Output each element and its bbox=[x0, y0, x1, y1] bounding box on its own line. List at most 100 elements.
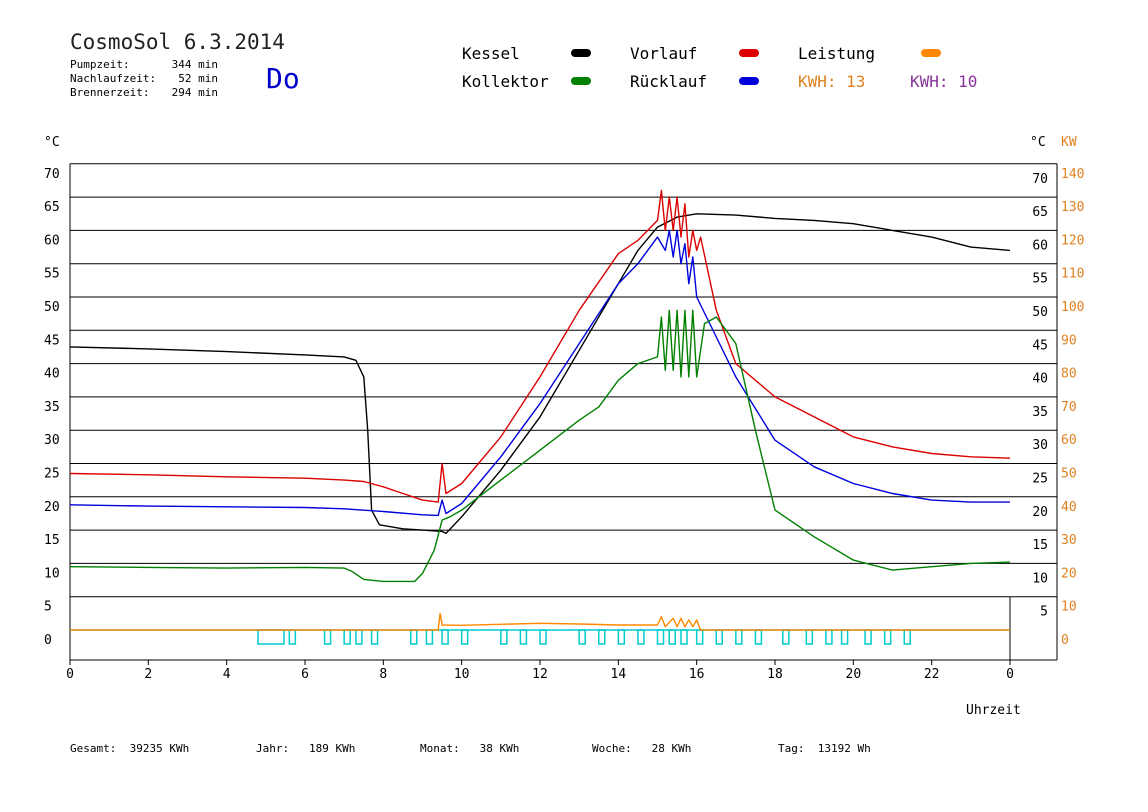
legend-vorlauf-swatch bbox=[739, 49, 759, 57]
x-tick-5: 10 bbox=[454, 667, 470, 682]
kw-tick-110: 110 bbox=[1061, 267, 1084, 282]
legend-kollektor-label: Kollektor bbox=[462, 72, 549, 91]
x-tick-9: 18 bbox=[767, 667, 783, 682]
series-kollektor bbox=[69, 309, 1011, 583]
pump-marker-9 bbox=[460, 629, 469, 645]
pump-marker-19 bbox=[680, 629, 688, 645]
x-axis-label: Uhrzeit bbox=[966, 703, 1021, 718]
y-tick-right-15: 15 bbox=[1032, 538, 1048, 553]
pump-marker-18 bbox=[668, 629, 676, 645]
series-kessel bbox=[69, 213, 1011, 535]
y-tick-left-15: 15 bbox=[44, 533, 60, 548]
y-tick-left-5: 5 bbox=[44, 600, 52, 615]
kw-tick-30: 30 bbox=[1061, 533, 1077, 548]
y-tick-right-40: 40 bbox=[1032, 372, 1048, 387]
pump-marker-17 bbox=[656, 629, 665, 645]
pump-marker-10 bbox=[500, 629, 508, 645]
kw-tick-130: 130 bbox=[1061, 200, 1084, 215]
y-tick-right-5: 5 bbox=[1040, 605, 1048, 620]
x-tick-6: 12 bbox=[532, 667, 548, 682]
y-tick-right-55: 55 bbox=[1032, 272, 1048, 287]
pump-marker-23 bbox=[754, 629, 763, 645]
pump-marker-26 bbox=[825, 629, 833, 645]
y-tick-left-0: 0 bbox=[44, 633, 52, 648]
pump-marker-4 bbox=[355, 629, 363, 645]
x-tick-2: 4 bbox=[223, 667, 231, 682]
y-tick-left-10: 10 bbox=[44, 566, 60, 581]
x-tick-12: 0 bbox=[1006, 667, 1014, 682]
x-tick-10: 20 bbox=[846, 667, 862, 682]
pump-marker-6 bbox=[410, 629, 418, 645]
footer-tag: Tag: 13192 Wh bbox=[778, 742, 871, 755]
legend-kessel-label: Kessel bbox=[462, 44, 520, 63]
series-leistung bbox=[70, 612, 1010, 631]
kw-tick-40: 40 bbox=[1061, 500, 1077, 515]
x-tick-11: 22 bbox=[924, 667, 940, 682]
pump-marker-22 bbox=[735, 629, 743, 645]
footer-gesamt: Gesamt: 39235 KWh bbox=[70, 742, 190, 755]
pump-marker-28 bbox=[864, 629, 872, 645]
y-tick-left-35: 35 bbox=[44, 400, 60, 415]
chart-title: CosmoSol 6.3.2014 bbox=[70, 30, 285, 54]
pump-marker-16 bbox=[637, 629, 645, 645]
footer-jahr: Jahr: 189 KWh bbox=[256, 742, 356, 755]
pump-marker-21 bbox=[715, 629, 723, 645]
y-tick-right-60: 60 bbox=[1032, 238, 1048, 253]
kw-tick-120: 120 bbox=[1061, 233, 1084, 248]
stat-nachlaufzeit-label: Nachlaufzeit: bbox=[70, 72, 157, 85]
legend-vorlauf-label: Vorlauf bbox=[630, 44, 698, 63]
pump-marker-15 bbox=[617, 629, 626, 645]
kw-tick-90: 90 bbox=[1061, 333, 1077, 348]
x-tick-4: 8 bbox=[379, 667, 387, 682]
y-tick-right-10: 10 bbox=[1032, 571, 1048, 586]
pump-marker-27 bbox=[840, 629, 849, 645]
y-tick-left-70: 70 bbox=[44, 167, 60, 182]
x-tick-0: 0 bbox=[66, 667, 74, 682]
y-unit-right: °C bbox=[1030, 135, 1046, 150]
pump-marker-11 bbox=[519, 629, 528, 645]
kw-unit-label: KW bbox=[1061, 135, 1077, 150]
y-tick-right-35: 35 bbox=[1032, 405, 1048, 420]
kw-tick-80: 80 bbox=[1061, 367, 1077, 382]
kw-tick-70: 70 bbox=[1061, 400, 1077, 415]
kw-tick-10: 10 bbox=[1061, 600, 1077, 615]
kw-tick-0: 0 bbox=[1061, 633, 1069, 648]
x-tick-1: 2 bbox=[144, 667, 152, 682]
kw-tick-100: 100 bbox=[1061, 300, 1084, 315]
stat-pumpzeit-label: Pumpzeit: bbox=[70, 58, 130, 71]
y-unit-left: °C bbox=[44, 135, 60, 150]
pump-marker-1 bbox=[288, 629, 297, 645]
legend-kollektor-swatch bbox=[571, 77, 591, 85]
footer-woche: Woche: 28 KWh bbox=[592, 742, 692, 755]
legend-kwh-1: KWH: 13 bbox=[798, 72, 866, 91]
legend-kessel-swatch bbox=[571, 49, 591, 57]
pump-marker-12 bbox=[539, 629, 547, 645]
kw-tick-50: 50 bbox=[1061, 467, 1077, 482]
y-tick-right-65: 65 bbox=[1032, 205, 1048, 220]
y-tick-left-60: 60 bbox=[44, 233, 60, 248]
y-tick-left-30: 30 bbox=[44, 433, 60, 448]
legend-ruecklauf-swatch bbox=[739, 77, 759, 85]
stat-pumpzeit-value: 344 min bbox=[171, 58, 218, 71]
kw-tick-20: 20 bbox=[1061, 566, 1077, 581]
pump-marker-24 bbox=[782, 629, 790, 645]
pump-marker-2 bbox=[323, 629, 332, 645]
pump-marker-20 bbox=[695, 629, 704, 645]
y-tick-left-25: 25 bbox=[44, 467, 60, 482]
y-tick-right-50: 50 bbox=[1032, 305, 1048, 320]
y-tick-left-50: 50 bbox=[44, 300, 60, 315]
weekday-label: Do bbox=[266, 62, 300, 95]
series-rcklauf bbox=[69, 229, 1010, 517]
kw-tick-60: 60 bbox=[1061, 433, 1077, 448]
y-tick-left-40: 40 bbox=[44, 367, 60, 382]
stat-brennerzeit-label: Brennerzeit: bbox=[70, 86, 150, 99]
pump-marker-0 bbox=[257, 629, 285, 645]
pump-marker-14 bbox=[598, 629, 606, 645]
x-tick-7: 14 bbox=[611, 667, 627, 682]
pump-marker-25 bbox=[805, 629, 814, 645]
y-tick-left-55: 55 bbox=[44, 267, 60, 282]
stat-brennerzeit-value: 294 min bbox=[171, 86, 218, 99]
legend-leistung-label: Leistung bbox=[798, 44, 876, 63]
x-tick-3: 6 bbox=[301, 667, 309, 682]
y-tick-right-20: 20 bbox=[1032, 505, 1048, 520]
